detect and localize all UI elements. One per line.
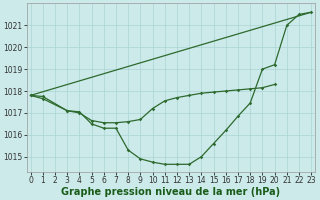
X-axis label: Graphe pression niveau de la mer (hPa): Graphe pression niveau de la mer (hPa) [61,187,280,197]
